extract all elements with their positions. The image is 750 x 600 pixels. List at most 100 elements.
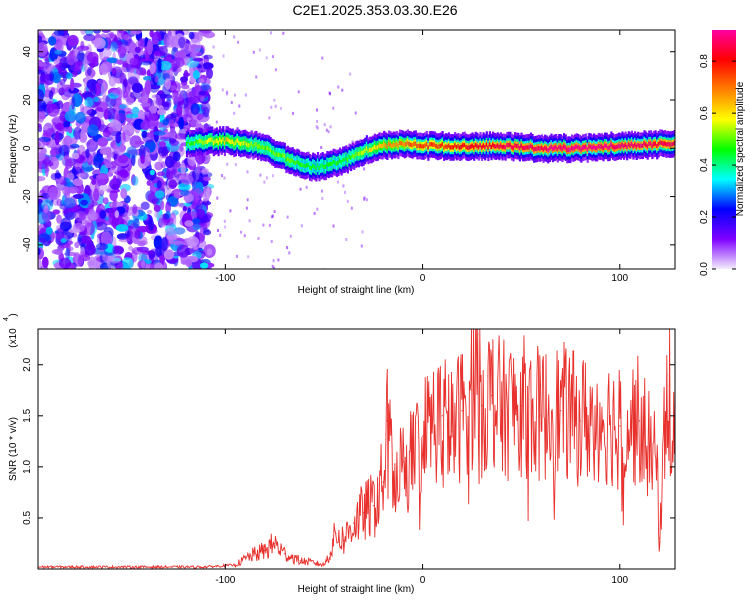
spectrogram-ridge-cell — [250, 141, 253, 146]
spectrogram-ridge-cell — [574, 145, 577, 150]
spectrogram-ridge-cell — [593, 144, 596, 149]
snr-point — [234, 564, 236, 566]
spectrogram-ridge-cell — [384, 143, 387, 148]
snr-point — [658, 537, 660, 540]
spectrogram-ridge-cell — [580, 147, 583, 152]
spectrogram-cell — [102, 129, 111, 137]
spectrogram-ridge-cell — [529, 143, 533, 148]
spectrogram-cell — [158, 153, 163, 165]
spectrogram-cell — [157, 171, 165, 177]
spectrogram-ridge-cell — [433, 142, 436, 147]
spectrogram-cell — [203, 54, 213, 60]
spectrogram-x-axis: -100 0 100 — [215, 30, 629, 284]
spectrogram-cell — [323, 123, 326, 127]
spectrogram-ridge-cell — [239, 141, 242, 147]
spectrogram-ridge-cell — [451, 145, 454, 150]
spectrogram-cell — [63, 135, 73, 148]
spectrogram-ridge-cell — [627, 142, 630, 147]
spectrogram-cell — [313, 212, 316, 215]
spectrogram-ridge-cell — [233, 141, 236, 146]
spectrogram-cell — [94, 221, 108, 231]
spectrogram-ridge-cell — [551, 146, 555, 151]
spectrogram-cell — [134, 229, 141, 239]
spectrogram-cell — [89, 141, 96, 149]
spectrogram-cell — [105, 33, 114, 39]
spectrogram-cell — [146, 180, 152, 186]
spectrogram-ridge-cell — [353, 154, 356, 159]
spectrogram-ridge-cell — [206, 139, 209, 144]
spectrogram-ridge-cell — [469, 144, 473, 149]
spectrogram-ridge-cell — [203, 140, 206, 146]
spectrogram-ridge-cell — [629, 143, 632, 148]
spectrogram-cell — [159, 252, 165, 266]
spectrogram-ridge-cell — [542, 147, 545, 152]
spectrogram-cell — [206, 186, 211, 200]
spectrogram-cell — [316, 120, 319, 123]
spectrogram-cell — [112, 67, 117, 77]
colorbar-tick-label: 0.0 — [699, 262, 710, 276]
spectrogram-ridge-cell — [499, 143, 503, 148]
spectrogram-ridge-cell — [477, 145, 480, 150]
spectrogram-ridge-cell — [406, 140, 409, 145]
spectrogram-ridge-cell — [400, 141, 403, 146]
spectrogram-cell — [191, 218, 201, 225]
spectrogram-cell — [53, 30, 64, 37]
spectrogram-cell — [245, 206, 248, 210]
spectrogram-cell — [141, 260, 146, 269]
spectrogram-ridge-cell — [193, 141, 196, 146]
spectrogram-ridge-cell — [561, 146, 564, 151]
spectrogram-cell — [191, 201, 203, 211]
spectrogram-ridge-cell — [659, 140, 662, 145]
spectrogram-ridge-cell — [608, 145, 611, 150]
spectrogram-cell — [156, 180, 162, 189]
spectrogram-cell — [321, 56, 324, 60]
spectrogram-cell — [38, 198, 43, 204]
spectrogram-cell — [122, 91, 128, 99]
spectrogram-cell — [140, 70, 147, 76]
spectrogram-cell — [200, 101, 211, 115]
spectrogram-ridge-cell — [506, 143, 509, 148]
spectrogram-ridge-cell — [458, 145, 462, 150]
spectrogram-cell — [268, 116, 271, 120]
snr-point — [638, 420, 641, 422]
spectrogram-cell — [123, 34, 130, 41]
spectrogram-cell — [86, 259, 95, 267]
spectrogram-cell — [38, 62, 47, 67]
spectrogram-ridge-cell — [189, 141, 192, 147]
spectrogram-ridge-cell — [277, 152, 280, 157]
x-tick-label: 100 — [611, 273, 628, 284]
spectrogram-cell — [159, 60, 172, 71]
spectrogram-ridge-cell — [249, 143, 252, 148]
spectrogram-ridge-cell — [299, 162, 302, 167]
snr-point — [579, 420, 581, 422]
spectrogram-cell — [272, 259, 275, 263]
spectrogram-cell — [98, 183, 108, 192]
spectrogram-ridge-cell — [274, 152, 277, 157]
spectrogram-ridge-cell — [386, 144, 389, 149]
spectrogram-ridge-cell — [578, 145, 581, 151]
spectrogram-cell — [320, 146, 323, 149]
spectrogram-cell — [337, 180, 339, 184]
spectrogram-ridge-cell — [591, 145, 594, 151]
snr-point — [372, 505, 374, 507]
spectrogram-cell — [93, 188, 100, 202]
spectrogram-cell — [128, 245, 134, 251]
spectrogram-cell — [181, 84, 190, 90]
spectrogram-ridge-cell — [671, 142, 674, 147]
spectrogram-ridge-cell — [416, 143, 419, 149]
y-tick-label: 0 — [22, 145, 33, 151]
colorbar-tick-label: 0.4 — [699, 158, 710, 172]
snr-point — [145, 566, 148, 568]
spectrogram-ridge-cell — [432, 142, 435, 147]
snr-multiplier: (x10 — [8, 328, 19, 348]
spectrogram-ridge-cell — [641, 143, 645, 148]
spectrogram-cell — [111, 183, 120, 190]
snr-point — [323, 564, 325, 566]
spectrogram-ridge-cell — [523, 145, 526, 151]
spectrogram-cell — [234, 93, 236, 97]
spectrogram-cell — [38, 35, 43, 43]
spectrogram-cell — [63, 209, 68, 215]
spectrogram-ridge-cell — [444, 144, 447, 149]
snr-x-axis: -100 0 100 — [215, 329, 629, 586]
spectrogram-cell — [107, 126, 118, 141]
